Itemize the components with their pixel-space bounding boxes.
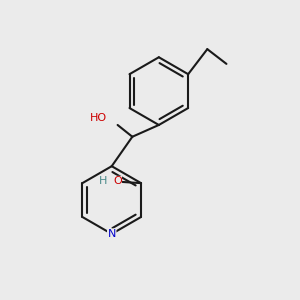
Text: O: O [113, 176, 122, 186]
Text: N: N [107, 229, 116, 239]
Text: HO: HO [90, 113, 107, 123]
Text: H: H [99, 176, 107, 186]
